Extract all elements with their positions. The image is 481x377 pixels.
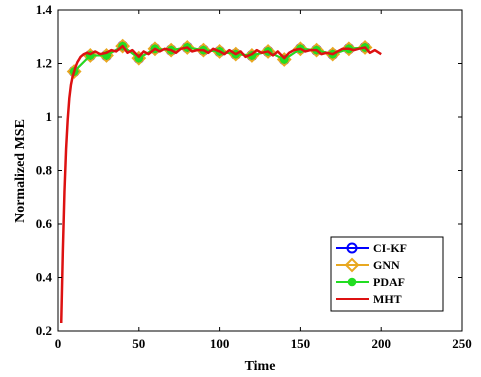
data-point-gnn bbox=[196, 42, 211, 58]
x-tick-label: 250 bbox=[452, 336, 472, 351]
data-point-gnn bbox=[179, 40, 195, 55]
y-tick-label: 1.2 bbox=[36, 56, 52, 71]
y-axis-title: Normalized MSE bbox=[13, 119, 28, 223]
data-point-gnn bbox=[309, 42, 324, 58]
x-axis-title: Time bbox=[245, 359, 276, 374]
data-point-ci-kf bbox=[68, 66, 80, 78]
data-point-gnn bbox=[357, 40, 373, 55]
data-point-gnn bbox=[115, 38, 131, 54]
legend-label-pdaf: PDAF bbox=[373, 275, 405, 289]
y-tick-label: 0.6 bbox=[36, 216, 53, 231]
x-tick-label: 100 bbox=[210, 336, 230, 351]
legend-label-mht: MHT bbox=[373, 292, 402, 306]
data-point-gnn bbox=[260, 44, 276, 59]
data-point-gnn bbox=[147, 41, 163, 57]
y-tick-label: 0.2 bbox=[36, 323, 52, 338]
x-tick-label: 150 bbox=[291, 336, 311, 351]
x-tick-label: 0 bbox=[55, 336, 62, 351]
data-point-ci-kf bbox=[117, 40, 129, 52]
data-point-gnn bbox=[66, 64, 82, 79]
x-tick-label: 200 bbox=[371, 336, 391, 351]
legend-label-ci-kf: CI-KF bbox=[373, 241, 407, 255]
plot-area bbox=[59, 38, 382, 324]
legend-marker-gnn bbox=[344, 257, 360, 273]
series-line-mht bbox=[59, 44, 382, 324]
data-point-gnn bbox=[341, 41, 357, 57]
y-tick-label: 0.8 bbox=[36, 163, 53, 178]
data-point-ci-kf bbox=[278, 53, 290, 65]
y-tick-label: 1 bbox=[46, 109, 53, 124]
legend-label-gnn: GNN bbox=[373, 258, 400, 272]
legend-marker-ci-kf bbox=[346, 242, 358, 254]
legend-box bbox=[330, 236, 444, 312]
y-tick-label: 1.4 bbox=[36, 2, 53, 17]
x-tick-label: 50 bbox=[132, 336, 145, 351]
legend-marker-pdaf bbox=[347, 277, 357, 287]
axes: 0 50 100 150 200 250 0.2 0.4 0.6 0.8 1 1.2 1.4 bbox=[36, 2, 472, 351]
data-point-ci-kf bbox=[133, 52, 145, 64]
y-tick-label: 0.4 bbox=[36, 270, 53, 285]
data-point-gnn bbox=[292, 41, 308, 57]
legend: CI-KF GNN PDAF MHT bbox=[330, 236, 444, 312]
